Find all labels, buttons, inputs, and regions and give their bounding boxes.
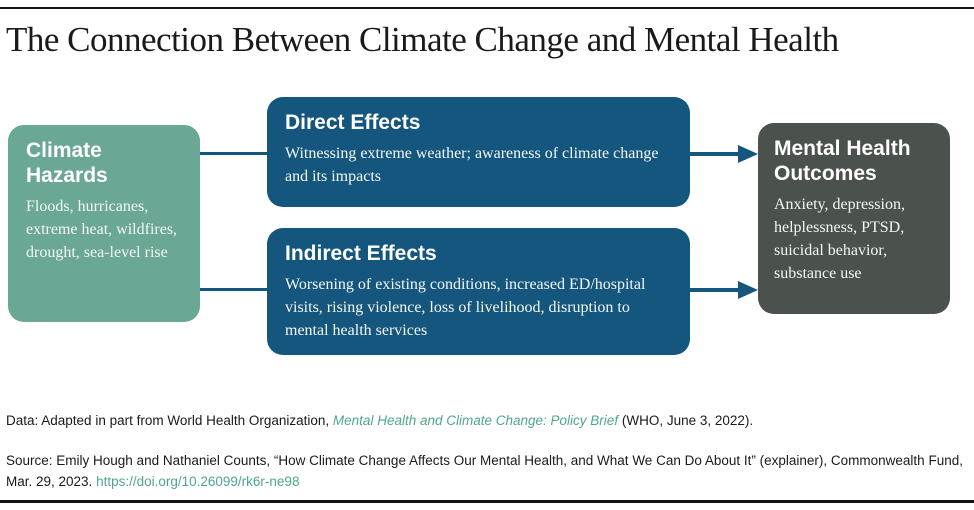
mental-health-outcomes-box: Mental Health Outcomes Anxiety, depressi… xyxy=(758,123,950,314)
bottom-rule xyxy=(0,500,974,503)
arrow-direct-to-outcomes xyxy=(690,152,739,156)
mental-health-outcomes-heading: Mental Health Outcomes xyxy=(774,137,911,185)
direct-effects-body: Witnessing extreme weather; awareness of… xyxy=(285,144,659,185)
source-credit-text: Source: Emily Hough and Nathaniel Counts… xyxy=(6,453,963,489)
climate-hazards-box: Climate Hazards Floods, hurricanes, extr… xyxy=(8,125,200,322)
page-title: The Connection Between Climate Change an… xyxy=(6,20,839,59)
top-rule xyxy=(0,7,974,9)
policy-brief-link[interactable]: Mental Health and Climate Change: Policy… xyxy=(332,413,619,428)
source-credit: Source: Emily Hough and Nathaniel Counts… xyxy=(6,451,968,493)
arrowhead-direct-to-outcomes-icon xyxy=(738,145,758,163)
indirect-effects-heading: Indirect Effects xyxy=(285,242,437,265)
climate-hazards-body: Floods, hurricanes, extreme heat, wildfi… xyxy=(26,197,178,261)
arrow-indirect-to-outcomes xyxy=(690,288,739,292)
data-credit-suffix: (WHO, June 3, 2022). xyxy=(618,413,754,428)
climate-hazards-heading: Climate Hazards xyxy=(26,139,108,187)
indirect-effects-box: Indirect Effects Worsening of existing c… xyxy=(267,228,690,355)
doi-link[interactable]: https://doi.org/10.26099/rk6r-ne98 xyxy=(96,473,300,489)
direct-effects-box: Direct Effects Witnessing extreme weathe… xyxy=(267,97,690,207)
data-credit: Data: Adapted in part from World Health … xyxy=(6,411,968,432)
mental-health-outcomes-body: Anxiety, depression, helplessness, PTSD,… xyxy=(774,195,905,283)
direct-effects-heading: Direct Effects xyxy=(285,111,421,134)
connector-climate-to-direct xyxy=(200,152,268,155)
connector-climate-to-indirect xyxy=(200,288,268,291)
data-credit-prefix: Data: Adapted in part from World Health … xyxy=(6,413,333,428)
arrowhead-indirect-to-outcomes-icon xyxy=(738,281,758,299)
indirect-effects-body: Worsening of existing conditions, increa… xyxy=(285,275,646,340)
